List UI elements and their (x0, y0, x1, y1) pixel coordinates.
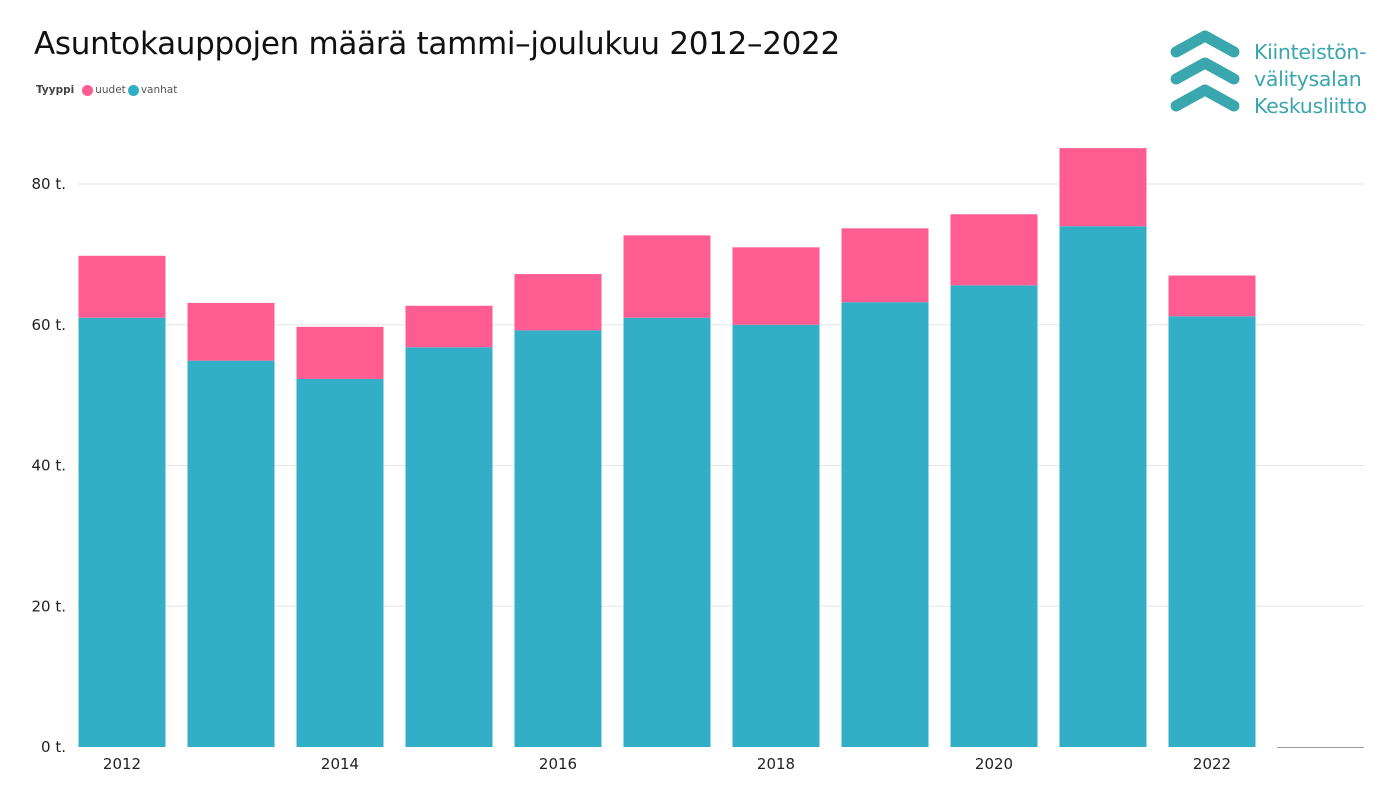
y-tick-label: 80 t. (31, 175, 66, 193)
legend-item-uudet[interactable]: uudet (82, 84, 126, 96)
x-tick-label: 2016 (539, 755, 577, 773)
legend-dot-vanhat (127, 84, 139, 96)
bar-vanhat-2021[interactable] (1059, 226, 1147, 748)
logo-line-1: Kiinteistön- (1254, 40, 1367, 64)
x-tick-label: 2014 (321, 755, 359, 773)
bar-uudet-2015[interactable] (405, 305, 493, 348)
x-tick-label: 2012 (103, 755, 141, 773)
y-tick-label: 40 t. (31, 457, 66, 475)
logo-line-3: Keskusliitto (1254, 94, 1367, 118)
bar-uudet-2016[interactable] (514, 274, 602, 331)
chart-title: Asuntokauppojen määrä tammi–joulukuu 201… (34, 26, 840, 62)
bar-uudet-2019[interactable] (841, 228, 929, 303)
bar-vanhat-2015[interactable] (405, 347, 493, 747)
bar-vanhat-2022[interactable] (1168, 316, 1256, 747)
bar-uudet-2021[interactable] (1059, 148, 1147, 227)
legend: Tyyppi uudet vanhat (36, 84, 179, 96)
legend-label-vanhat: vanhat (140, 84, 178, 96)
x-tick-label: 2020 (975, 755, 1013, 773)
bar-uudet-2013[interactable] (187, 302, 275, 361)
legend-label-uudet: uudet (95, 84, 126, 96)
logo-text: Kiinteistön- välitysalan Keskusliitto (1254, 39, 1367, 120)
bar-vanhat-2014[interactable] (296, 378, 384, 747)
logo: Kiinteistön- välitysalan Keskusliitto (1168, 28, 1378, 123)
bar-uudet-2022[interactable] (1168, 275, 1256, 317)
x-tick-label: 2022 (1193, 755, 1231, 773)
x-tick-label: 2018 (757, 755, 795, 773)
bar-vanhat-2016[interactable] (514, 330, 602, 747)
bar-uudet-2012[interactable] (78, 255, 166, 318)
y-tick-label: 0 t. (41, 738, 66, 756)
bar-vanhat-2017[interactable] (623, 317, 711, 747)
bar-uudet-2020[interactable] (950, 214, 1038, 286)
bar-vanhat-2019[interactable] (841, 302, 929, 747)
legend-item-vanhat[interactable]: vanhat (127, 84, 178, 96)
logo-line-2: välitysalan (1254, 67, 1362, 91)
bar-vanhat-2012[interactable] (78, 317, 166, 747)
bar-uudet-2018[interactable] (732, 247, 820, 325)
y-tick-label: 20 t. (31, 597, 66, 615)
legend-title: Tyyppi (36, 84, 75, 96)
bar-vanhat-2018[interactable] (732, 324, 820, 747)
bar-uudet-2017[interactable] (623, 235, 711, 318)
chevron-up-stack-icon (1170, 30, 1240, 112)
bar-vanhat-2013[interactable] (187, 360, 275, 747)
y-tick-label: 60 t. (31, 316, 66, 334)
legend-dot-uudet (82, 84, 94, 96)
bar-vanhat-2020[interactable] (950, 285, 1038, 747)
bar-uudet-2014[interactable] (296, 326, 384, 379)
